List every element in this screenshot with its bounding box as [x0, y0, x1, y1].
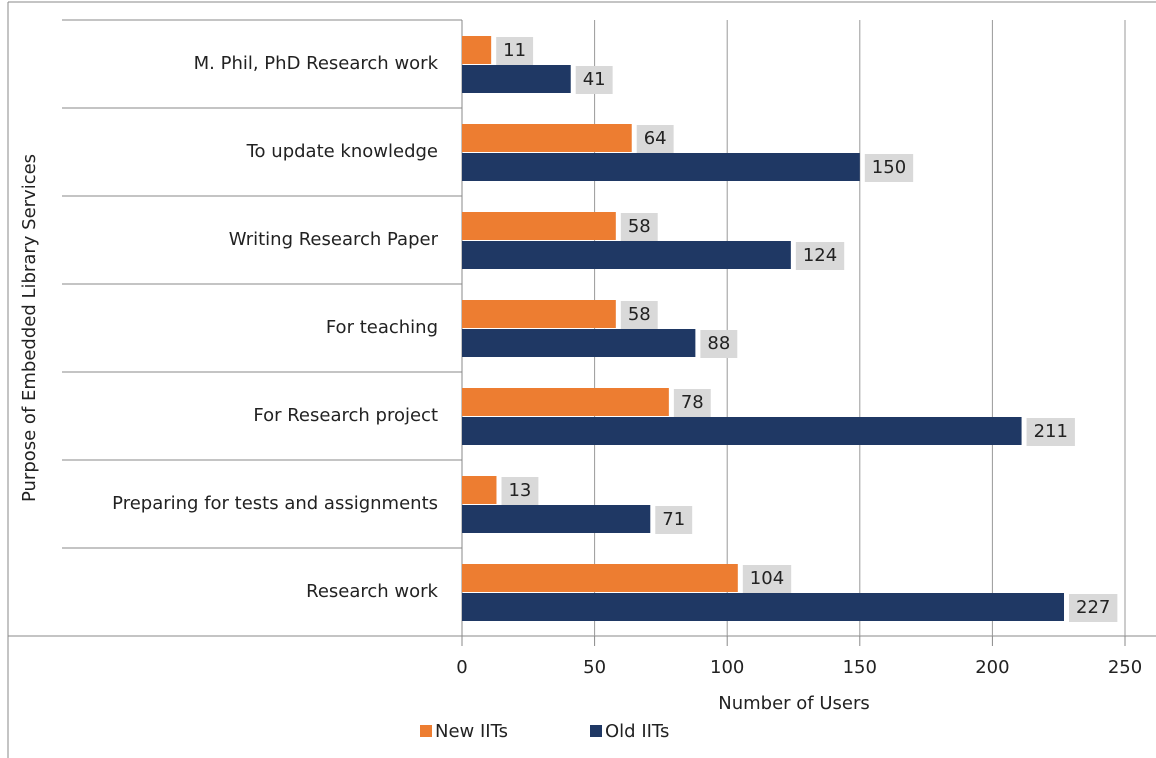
x-tick-label: 200: [975, 657, 1009, 678]
value-label-bg: [864, 154, 914, 182]
value-label-bg: [620, 213, 658, 241]
y-axis-title: Purpose of Embedded Library Services: [19, 154, 40, 502]
value-label: 13: [508, 480, 531, 501]
bar: [462, 476, 497, 504]
value-label: 211: [1034, 421, 1068, 442]
bar: [462, 212, 616, 240]
value-label: 227: [1076, 597, 1110, 618]
value-label-bg: [673, 389, 711, 417]
x-tick-label: 150: [843, 657, 877, 678]
bar: [462, 65, 571, 93]
y-tick-label: Preparing for tests and assignments: [112, 493, 438, 514]
bar: [462, 329, 696, 357]
value-label: 78: [681, 392, 704, 413]
bar: [462, 241, 791, 269]
bar: [462, 564, 738, 592]
bar: [462, 388, 669, 416]
value-label-bg: [501, 477, 539, 505]
value-label-bg: [636, 125, 674, 153]
value-label-bg: [575, 66, 613, 94]
value-label: 104: [750, 568, 784, 589]
value-label-bg: [795, 242, 845, 270]
value-label: 64: [644, 128, 667, 149]
bar: [462, 593, 1065, 621]
value-label-bg: [1069, 594, 1118, 622]
bar: [462, 505, 651, 533]
value-label-bg: [1026, 418, 1075, 446]
value-label: 41: [583, 69, 606, 90]
x-tick-label: 50: [583, 657, 606, 678]
value-label-bg: [655, 506, 693, 534]
value-label: 124: [803, 245, 837, 266]
y-tick-label: Research work: [306, 581, 438, 602]
legend-swatch: [590, 725, 602, 737]
value-label: 71: [662, 509, 685, 530]
legend-label: New IITs: [435, 721, 508, 742]
bar: [462, 124, 632, 152]
value-label-bg: [700, 330, 738, 358]
x-tick-label: 250: [1108, 657, 1142, 678]
y-tick-label: To update knowledge: [246, 141, 438, 162]
y-tick-label: M. Phil, PhD Research work: [194, 53, 439, 74]
bar: [462, 417, 1022, 445]
legend-label: Old IITs: [605, 721, 669, 742]
value-label: 88: [707, 333, 730, 354]
bar: [462, 36, 492, 64]
value-label: 150: [872, 157, 906, 178]
y-tick-label: Writing Research Paper: [229, 229, 439, 250]
value-label-bg: [742, 565, 792, 593]
bar: [462, 300, 616, 328]
value-label-bg: [496, 37, 534, 65]
value-label: 58: [628, 216, 651, 237]
value-label-bg: [620, 301, 658, 329]
y-tick-label: For Research project: [253, 405, 438, 426]
legend-swatch: [420, 725, 432, 737]
value-label: 11: [503, 40, 526, 61]
x-tick-label: 0: [456, 657, 467, 678]
x-tick-label: 100: [710, 657, 744, 678]
x-axis-title: Number of Users: [718, 693, 870, 714]
y-tick-label: For teaching: [326, 317, 438, 338]
value-label: 58: [628, 304, 651, 325]
bar: [462, 153, 860, 181]
